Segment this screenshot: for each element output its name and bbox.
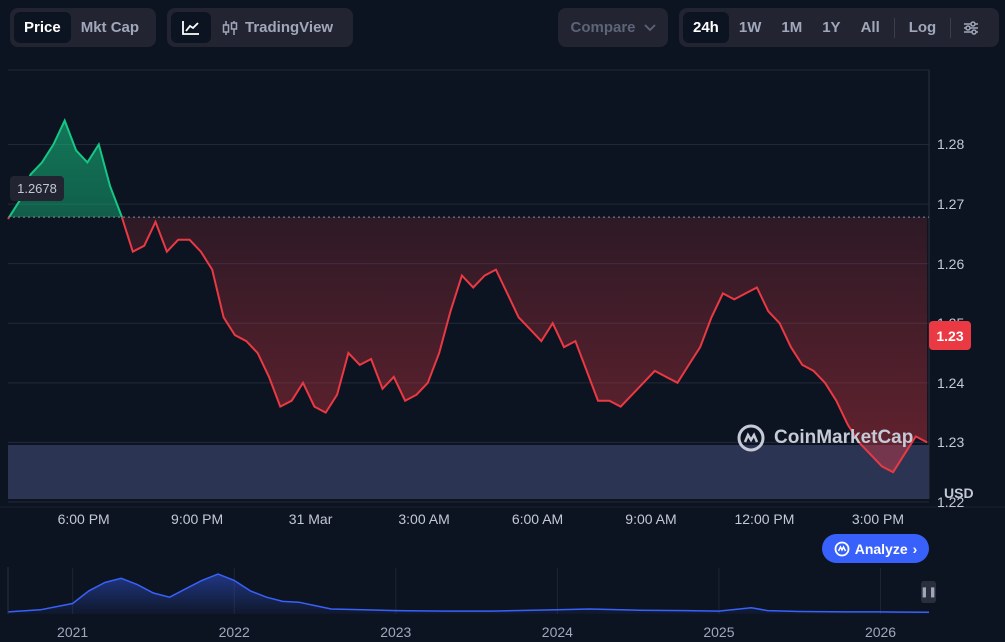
coinmarketcap-logo-icon — [737, 424, 765, 452]
compare-dropdown[interactable]: Compare — [558, 8, 668, 47]
y-tick-label: 1.26 — [937, 255, 965, 272]
line-chart-icon — [182, 20, 199, 35]
navigator-year-label: 2024 — [541, 624, 573, 640]
line-chart-button[interactable] — [171, 12, 211, 43]
x-tick-label: 31 Mar — [288, 511, 333, 527]
settings-sliders-icon — [964, 20, 979, 35]
currency-label: USD — [944, 485, 974, 501]
range-divider — [893, 17, 895, 38]
y-tick-label: 1.23 — [937, 434, 965, 451]
x-tick-label: 12:00 PM — [734, 511, 795, 527]
y-tick-label: 1.22 — [937, 493, 965, 510]
analyze-label: Analyze — [854, 540, 908, 557]
range-1y[interactable]: 1Y — [822, 19, 841, 36]
navigator-handle[interactable]: ❚❚ — [920, 581, 937, 603]
price-line-down — [7, 217, 928, 474]
log-toggle[interactable]: Log — [908, 19, 937, 36]
view-toggle: Price Mkt Cap — [10, 8, 156, 47]
y-tick-label: 1.24 — [937, 374, 965, 391]
y-tick-label: 1.28 — [937, 136, 965, 153]
price-area-down — [8, 217, 928, 473]
tab-mkt-cap[interactable]: Mkt Cap — [80, 19, 140, 36]
tab-price[interactable]: Price — [14, 12, 71, 43]
watermark-text: CoinMarketCap — [774, 427, 914, 448]
navigator-year-label: 2025 — [703, 624, 735, 640]
x-tick-label: 9:00 AM — [625, 511, 677, 527]
analyze-icon — [834, 541, 850, 556]
navigator-year-label: 2023 — [380, 624, 412, 640]
navigator-year-label: 2021 — [57, 624, 89, 640]
tradingview-label: TradingView — [245, 19, 334, 36]
range-all[interactable]: All — [860, 19, 880, 36]
navigator-year-label: 2026 — [864, 624, 897, 640]
volume-bar — [8, 445, 929, 499]
range-selector: 24h 1W 1M 1Y All Log — [679, 8, 999, 47]
compare-label: Compare — [570, 19, 636, 36]
navigator-year-label: 2022 — [218, 624, 250, 640]
open-price-badge: 1.2678 — [10, 176, 64, 201]
y-tick-label: 1.27 — [937, 196, 965, 213]
chart-type-toggle: TradingView — [167, 8, 353, 47]
candlestick-icon — [222, 20, 238, 35]
settings-divider — [950, 17, 952, 38]
x-tick-label: 6:00 PM — [57, 511, 110, 527]
x-tick-label: 3:00 AM — [398, 511, 450, 527]
x-tick-label: 6:00 AM — [511, 511, 564, 527]
current-price-badge: 1.23 — [929, 321, 971, 350]
analyze-button[interactable]: Analyze › — [822, 534, 929, 563]
coinmarketcap-watermark: CoinMarketCap — [736, 423, 913, 453]
pause-icon: ❚❚ — [920, 586, 937, 598]
x-tick-label: 3:00 PM — [851, 511, 905, 527]
tradingview-button[interactable]: TradingView — [211, 12, 343, 43]
range-1m[interactable]: 1M — [781, 19, 803, 36]
chevron-down-icon — [643, 23, 656, 31]
chevron-right-icon: › — [912, 540, 918, 557]
settings-button[interactable] — [955, 12, 987, 43]
volume-bars — [8, 445, 929, 499]
navigator-grid — [72, 568, 882, 614]
navigator-area — [8, 574, 929, 614]
x-tick-label: 9:00 PM — [171, 511, 224, 527]
navigator-line — [7, 573, 930, 614]
range-1w[interactable]: 1W — [738, 19, 762, 36]
range-24h[interactable]: 24h — [683, 12, 729, 43]
